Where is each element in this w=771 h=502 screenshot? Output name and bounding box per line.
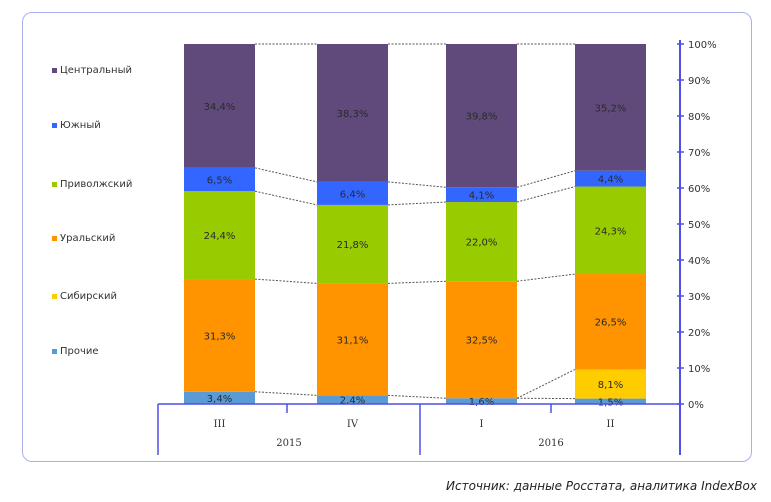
y-tick-label: 80% bbox=[688, 112, 710, 123]
bar-segment bbox=[317, 44, 388, 182]
bar-segment bbox=[575, 170, 646, 187]
bar-segment bbox=[184, 279, 255, 392]
series-connector bbox=[516, 273, 576, 282]
y-tick-label: 30% bbox=[688, 292, 710, 303]
series-connector bbox=[387, 181, 447, 188]
bar-segment bbox=[184, 191, 255, 280]
legend-swatch bbox=[52, 123, 57, 128]
y-tick-label: 100% bbox=[688, 40, 717, 51]
x-tick-label: I bbox=[480, 419, 484, 430]
legend-item: Центральный bbox=[52, 65, 132, 76]
y-tick-label: 50% bbox=[688, 220, 710, 231]
data-label: 6,5% bbox=[207, 176, 232, 187]
data-label: 31,1% bbox=[337, 335, 369, 346]
y-tick-label: 90% bbox=[688, 76, 710, 87]
y-tick-label: 10% bbox=[688, 364, 710, 375]
data-label: 2,4% bbox=[340, 396, 365, 407]
data-label: 1,6% bbox=[469, 397, 494, 408]
y-tick-label: 20% bbox=[688, 328, 710, 339]
legend-label: Приволжский bbox=[60, 179, 133, 190]
x-group-label: 2016 bbox=[538, 438, 563, 449]
chart-frame bbox=[22, 12, 752, 462]
legend-item: Южный bbox=[52, 120, 101, 131]
data-label: 4,1% bbox=[469, 191, 494, 202]
legend-label: Уральский bbox=[60, 233, 116, 244]
series-connector bbox=[516, 368, 576, 399]
x-group-label: 2015 bbox=[276, 438, 301, 449]
series-connector bbox=[387, 394, 447, 399]
data-label: 38,3% bbox=[337, 109, 369, 120]
series-connector bbox=[516, 170, 576, 188]
series-connector bbox=[387, 201, 447, 206]
bar-segment bbox=[575, 44, 646, 171]
bar-segment bbox=[446, 187, 517, 203]
x-tick-label: IV bbox=[347, 419, 359, 430]
bar-segment bbox=[446, 202, 517, 282]
bar-segment bbox=[446, 281, 517, 399]
legend-item: Уральский bbox=[52, 233, 115, 244]
series-connector bbox=[254, 190, 318, 206]
series-connector bbox=[516, 186, 576, 203]
bar-segment bbox=[184, 391, 255, 404]
series-connector bbox=[387, 280, 447, 284]
x-tick-label: II bbox=[607, 419, 615, 430]
bar-segment bbox=[575, 274, 646, 370]
data-label: 3,4% bbox=[207, 394, 232, 405]
bar-segment bbox=[317, 204, 388, 284]
series-connector bbox=[254, 167, 318, 183]
data-label: 21,8% bbox=[337, 240, 369, 251]
data-label: 1,5% bbox=[598, 397, 623, 408]
bar-segment bbox=[446, 44, 517, 188]
data-label: 4,4% bbox=[598, 175, 623, 186]
bar-segment bbox=[575, 398, 646, 404]
series-connector bbox=[254, 391, 318, 396]
data-label: 34,4% bbox=[204, 102, 236, 113]
data-label: 6,4% bbox=[340, 189, 365, 200]
data-label: 26,5% bbox=[595, 318, 627, 329]
data-label: 8,1% bbox=[598, 380, 623, 391]
data-label: 24,3% bbox=[595, 226, 627, 237]
bar-segment bbox=[317, 395, 388, 404]
data-label: 22,0% bbox=[466, 238, 498, 249]
legend-label: Прочие bbox=[60, 346, 99, 357]
data-label: 32,5% bbox=[466, 336, 498, 347]
data-label: 31,3% bbox=[204, 331, 236, 342]
y-tick-label: 0% bbox=[688, 400, 704, 411]
data-label: 39,8% bbox=[466, 112, 498, 123]
legend-label: Южный bbox=[60, 120, 101, 131]
legend-label: Центральный bbox=[60, 65, 132, 76]
series-connector bbox=[254, 278, 318, 284]
legend-swatch bbox=[52, 182, 57, 187]
x-tick-label: III bbox=[214, 419, 226, 430]
bar-segment bbox=[317, 181, 388, 205]
bar-segment bbox=[446, 398, 517, 404]
legend-label: Сибирский bbox=[60, 291, 118, 302]
bar-segment bbox=[575, 369, 646, 399]
legend-swatch bbox=[52, 68, 57, 73]
legend-swatch bbox=[52, 236, 57, 241]
data-label: 24,4% bbox=[204, 231, 236, 242]
bar-segment bbox=[317, 283, 388, 396]
legend-item: Прочие bbox=[52, 346, 99, 357]
bar-segment bbox=[575, 186, 646, 275]
y-tick-label: 40% bbox=[688, 256, 710, 267]
legend-item: Приволжский bbox=[52, 179, 132, 190]
y-tick-label: 60% bbox=[688, 184, 710, 195]
data-label: 35,2% bbox=[595, 103, 627, 114]
legend-swatch bbox=[52, 349, 57, 354]
legend-item: Сибирский bbox=[52, 291, 117, 302]
source-note: Источник: данные Росстата, аналитика Ind… bbox=[446, 479, 757, 493]
legend-swatch bbox=[52, 294, 57, 299]
bar-segment bbox=[184, 44, 255, 168]
y-tick-label: 70% bbox=[688, 148, 710, 159]
bar-segment bbox=[184, 167, 255, 192]
